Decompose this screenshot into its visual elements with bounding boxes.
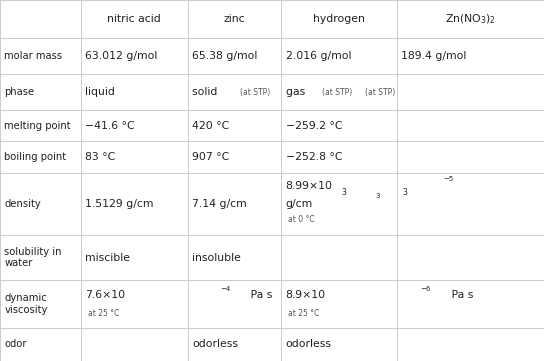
Text: g/cm: g/cm <box>286 199 313 209</box>
Text: gas: gas <box>286 87 312 97</box>
Text: Pa s: Pa s <box>247 290 273 300</box>
Text: Pa s: Pa s <box>448 290 473 300</box>
Text: Zn(NO$_3$)$_2$: Zn(NO$_3$)$_2$ <box>445 12 496 26</box>
Text: 65.38 g/mol: 65.38 g/mol <box>192 51 257 61</box>
Text: 189.4 g/mol: 189.4 g/mol <box>401 51 467 61</box>
Text: phase: phase <box>4 87 34 97</box>
Text: (at STP): (at STP) <box>322 88 353 97</box>
Text: at 0 °C: at 0 °C <box>288 215 315 224</box>
Text: 3: 3 <box>342 188 347 197</box>
Text: molar mass: molar mass <box>4 51 63 61</box>
Text: −5: −5 <box>443 176 453 182</box>
Text: dynamic
viscosity: dynamic viscosity <box>4 293 48 314</box>
Text: odorless: odorless <box>192 339 238 349</box>
Text: hydrogen: hydrogen <box>313 14 365 24</box>
Text: insoluble: insoluble <box>192 253 241 263</box>
Text: 8.9×10: 8.9×10 <box>286 290 326 300</box>
Text: 420 °C: 420 °C <box>192 121 229 131</box>
Text: 8.99×10: 8.99×10 <box>286 181 332 191</box>
Text: solubility in
water: solubility in water <box>4 247 62 269</box>
Text: −41.6 °C: −41.6 °C <box>85 121 134 131</box>
Text: −259.2 °C: −259.2 °C <box>286 121 342 131</box>
Text: miscible: miscible <box>85 253 130 263</box>
Text: 83 °C: 83 °C <box>85 152 115 162</box>
Text: 1.5129 g/cm: 1.5129 g/cm <box>85 199 153 209</box>
Text: 7.6×10: 7.6×10 <box>85 290 125 300</box>
Text: (at STP): (at STP) <box>240 88 270 97</box>
Text: 907 °C: 907 °C <box>192 152 229 162</box>
Text: 63.012 g/mol: 63.012 g/mol <box>85 51 157 61</box>
Text: 7.14 g/cm: 7.14 g/cm <box>192 199 247 209</box>
Text: at 25 °C: at 25 °C <box>288 309 320 318</box>
Text: −4: −4 <box>220 286 230 292</box>
Text: −252.8 °C: −252.8 °C <box>286 152 342 162</box>
Text: solid: solid <box>192 87 225 97</box>
Text: zinc: zinc <box>224 14 245 24</box>
Text: 2.016 g/mol: 2.016 g/mol <box>286 51 351 61</box>
Text: liquid: liquid <box>85 87 122 97</box>
Text: odor: odor <box>4 339 27 349</box>
Text: −6: −6 <box>421 286 431 292</box>
Text: (at STP): (at STP) <box>364 88 395 97</box>
Text: 3: 3 <box>375 193 380 199</box>
Text: melting point: melting point <box>4 121 71 131</box>
Text: nitric acid: nitric acid <box>107 14 161 24</box>
Text: 3: 3 <box>402 188 407 197</box>
Text: density: density <box>4 199 41 209</box>
Text: odorless: odorless <box>286 339 332 349</box>
Text: at 25 °C: at 25 °C <box>88 309 119 318</box>
Text: boiling point: boiling point <box>4 152 66 162</box>
